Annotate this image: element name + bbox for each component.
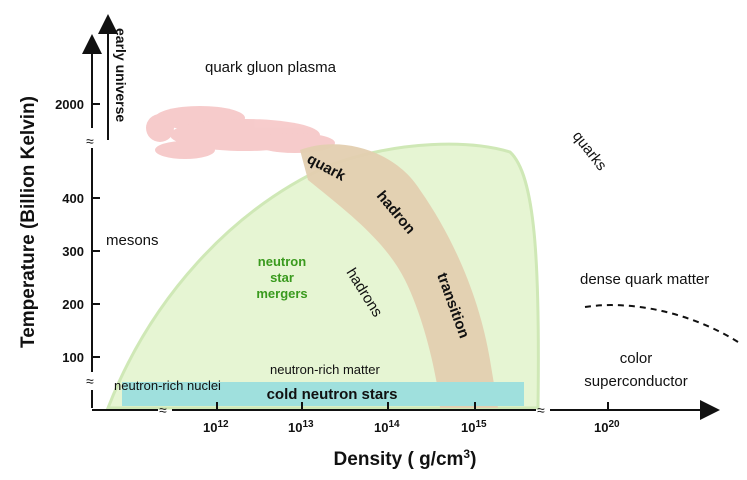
y-axis — [82, 34, 102, 408]
y-tick-2000: 2000 — [55, 97, 84, 112]
x-break-symbol-left: ≈ — [159, 402, 167, 418]
x-break-symbol-right: ≈ — [537, 402, 545, 418]
mesons-label: mesons — [106, 232, 159, 249]
mergers-label-line-2: star — [270, 270, 294, 285]
cold-neutron-stars-label: cold neutron stars — [267, 386, 398, 403]
y-axis-title: Temperature (Billion Kelvin) — [18, 96, 39, 348]
y-break-symbol-upper: ≈ — [86, 133, 94, 149]
y-tick-300: 300 — [62, 244, 84, 259]
y-tick-400: 400 — [62, 191, 84, 206]
color-superconductor-label-2: superconductor — [584, 373, 687, 390]
x-tick-1e13: 1013 — [288, 419, 314, 435]
mergers-label-line-3: mergers — [256, 286, 307, 301]
x-tick-1e15: 1015 — [461, 419, 487, 435]
qgp-cloud — [146, 106, 335, 159]
qgp-label: quark gluon plasma — [205, 59, 337, 76]
dense-quark-matter-label: dense quark matter — [580, 271, 709, 288]
y-break-symbol-lower: ≈ — [86, 373, 94, 389]
early-universe-label: early universe — [113, 28, 129, 122]
mergers-label-line-1: neutron — [258, 254, 306, 269]
color-superconductor-label-1: color — [620, 350, 653, 367]
y-tick-100: 100 — [62, 350, 84, 365]
x-tick-1e12: 1012 — [203, 419, 229, 435]
x-tick-1e20: 1020 — [594, 419, 620, 435]
transition-band — [300, 144, 498, 409]
superconductor-boundary — [584, 304, 739, 343]
cold-neutron-stars-bar — [122, 382, 524, 406]
x-axis — [92, 400, 720, 420]
x-tick-1e14: 1014 — [374, 419, 400, 435]
neutron-rich-matter-label: neutron-rich matter — [270, 362, 380, 377]
quarks-label: quarks — [569, 128, 610, 174]
x-axis-title: Density ( g/cm3) — [334, 447, 477, 470]
neutron-rich-nuclei-label: neutron-rich nuclei — [114, 378, 221, 393]
y-tick-200: 200 — [62, 297, 84, 312]
